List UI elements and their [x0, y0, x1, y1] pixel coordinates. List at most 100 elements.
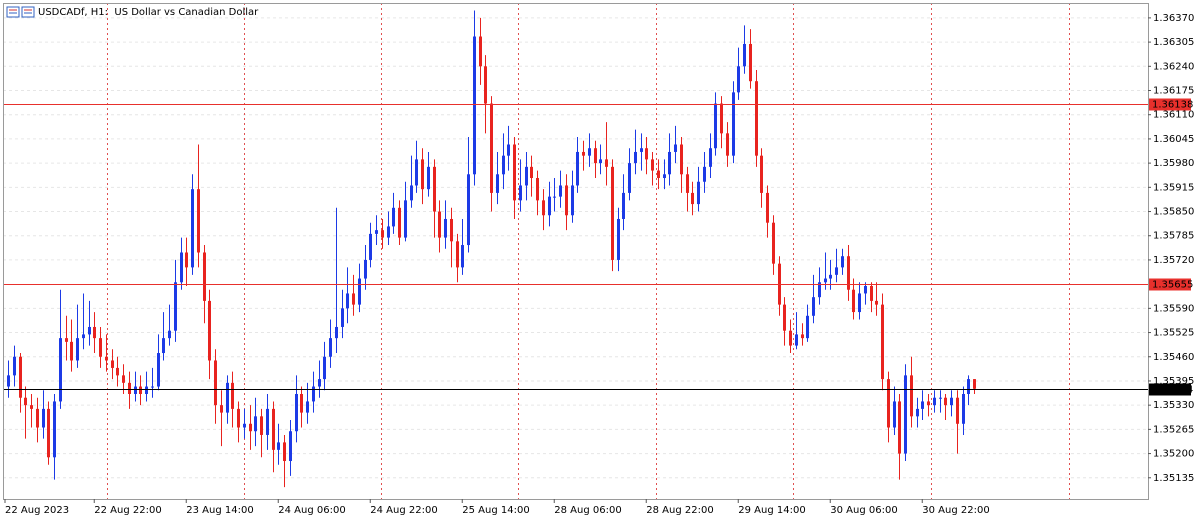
y-tick-label: 1.36175 — [1153, 86, 1194, 97]
candle-body — [801, 334, 804, 339]
candle-body — [887, 379, 890, 428]
price-label: 1.35374 — [1152, 385, 1193, 396]
candle-body — [599, 159, 602, 164]
candle-body — [898, 401, 901, 454]
candle-body — [484, 66, 487, 104]
candle-body — [824, 278, 827, 283]
candle-body — [387, 226, 390, 238]
candle-body — [65, 338, 68, 342]
candle-body — [576, 151, 579, 186]
y-tick-label: 1.35330 — [1153, 400, 1194, 411]
candle-body — [720, 103, 723, 134]
candle-body — [657, 170, 660, 179]
y-tick-label: 1.35915 — [1153, 182, 1194, 193]
candle-body — [818, 282, 821, 298]
candle-body — [473, 36, 476, 175]
x-tick-label: 23 Aug 14:00 — [186, 505, 253, 516]
candle-body — [7, 375, 10, 387]
y-tick-label: 1.35525 — [1153, 328, 1194, 339]
candle-body — [640, 148, 643, 152]
candle-body — [893, 401, 896, 428]
candle-body — [13, 356, 16, 376]
y-tick-label: 1.35265 — [1153, 424, 1194, 435]
candle-body — [628, 163, 631, 193]
candle-body — [197, 189, 200, 253]
icon-box — [6, 6, 20, 18]
x-tick-label: 22 Aug 2023 — [5, 505, 69, 516]
candle-body — [203, 252, 206, 301]
candle-body — [962, 393, 965, 424]
candle-body — [553, 196, 556, 198]
candle-body — [277, 442, 280, 450]
candle-body — [157, 353, 160, 387]
candle-body — [220, 405, 223, 413]
candle-body — [921, 401, 924, 409]
candle-body — [944, 397, 947, 406]
candle-body — [709, 148, 712, 167]
candle-body — [467, 174, 470, 246]
candle-body — [933, 397, 936, 406]
candle-body — [697, 181, 700, 205]
candle-body — [479, 36, 482, 67]
candle-body — [973, 379, 976, 389]
candle-body — [789, 330, 792, 346]
candle-body — [582, 151, 585, 156]
candle-body — [634, 151, 637, 164]
candle-body — [875, 300, 878, 305]
candle-body — [456, 241, 459, 268]
candle-body — [392, 207, 395, 227]
x-tick-label: 22 Aug 22:00 — [94, 505, 161, 516]
candle-body — [260, 416, 263, 435]
candle-body — [358, 278, 361, 305]
candle-body — [151, 386, 154, 388]
candle-body — [565, 185, 568, 216]
x-tick-label: 30 Aug 06:00 — [830, 505, 897, 516]
y-tick-label: 1.36240 — [1153, 61, 1194, 72]
candle-body — [513, 144, 516, 201]
candle-body — [847, 256, 850, 290]
plot-frame — [3, 3, 1149, 500]
symbol-icon — [6, 6, 35, 18]
candle-body — [226, 382, 229, 413]
candle-body — [450, 218, 453, 242]
price-label-box — [1149, 278, 1191, 291]
candle-body — [904, 375, 907, 454]
candle-body — [870, 286, 873, 301]
x-tick-label: 28 Aug 06:00 — [554, 505, 621, 516]
candle-body — [59, 338, 62, 402]
candle-body — [502, 155, 505, 175]
candle-body — [243, 423, 246, 428]
candle-body — [841, 256, 844, 268]
candle-body — [950, 397, 953, 406]
candle-body — [490, 103, 493, 193]
candle-body — [398, 207, 401, 238]
candle-body — [272, 408, 275, 450]
candle-body — [651, 159, 654, 171]
candle-body — [881, 304, 884, 380]
candle-body — [24, 397, 27, 406]
candle-body — [760, 155, 763, 193]
candle-body — [927, 401, 930, 406]
candle-body — [306, 401, 309, 413]
candle-body — [185, 252, 188, 268]
candle-body — [335, 326, 338, 339]
candle-body — [295, 393, 298, 432]
candle-body — [300, 393, 303, 413]
candle-body — [530, 166, 533, 179]
candle-body — [70, 341, 73, 361]
candle-body — [916, 408, 919, 417]
candle-body — [559, 185, 562, 197]
candle-body — [346, 293, 349, 309]
price-label-box — [1149, 98, 1191, 111]
candle-body — [783, 304, 786, 331]
candle-body — [617, 218, 620, 260]
y-tick-label: 1.36045 — [1153, 134, 1194, 145]
candle-body — [438, 211, 441, 238]
y-tick-label: 1.35785 — [1153, 231, 1194, 242]
candle-body — [145, 386, 148, 394]
candle-body — [812, 297, 815, 316]
candle-body — [542, 200, 545, 216]
candle-body — [105, 356, 108, 361]
candle-body — [594, 148, 597, 164]
candle-body — [289, 431, 292, 462]
